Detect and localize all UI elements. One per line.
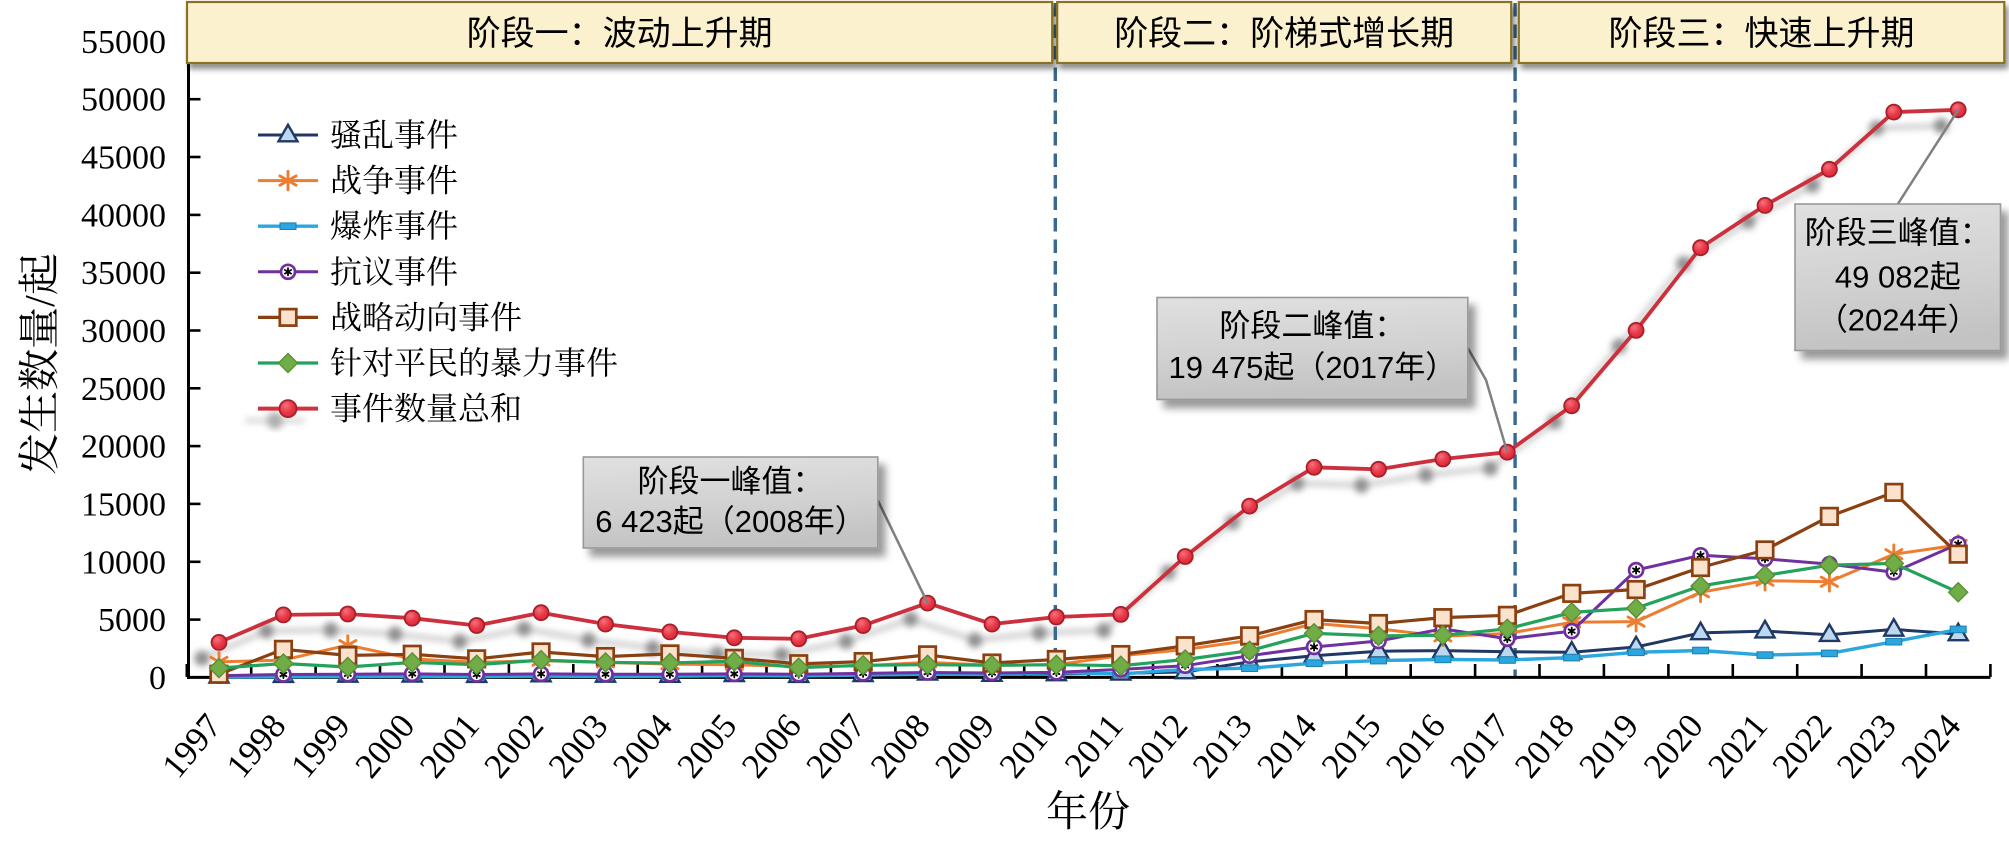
svg-text:阶段二峰值：: 阶段二峰值： — [1219, 309, 1405, 344]
svg-text:1998: 1998 — [219, 707, 294, 786]
svg-text:25000: 25000 — [81, 371, 166, 408]
svg-text:2015: 2015 — [1314, 707, 1389, 786]
svg-text:2009: 2009 — [927, 707, 1002, 786]
svg-text:0: 0 — [149, 660, 166, 697]
svg-text:2003: 2003 — [541, 707, 616, 786]
svg-text:2004: 2004 — [605, 707, 680, 786]
svg-text:爆炸事件: 爆炸事件 — [330, 208, 458, 244]
svg-text:2014: 2014 — [1249, 707, 1324, 786]
svg-text:2022: 2022 — [1765, 707, 1840, 786]
svg-text:50000: 50000 — [81, 82, 166, 119]
svg-text:30000: 30000 — [81, 313, 166, 350]
svg-text:1999: 1999 — [283, 707, 358, 786]
svg-text:2017: 2017 — [1443, 707, 1518, 786]
svg-text:2018: 2018 — [1507, 707, 1582, 786]
svg-text:49 082起: 49 082起 — [1835, 260, 1961, 295]
svg-text:阶段二：阶梯式增长期: 阶段二：阶梯式增长期 — [1114, 15, 1454, 53]
svg-text:2024: 2024 — [1893, 707, 1968, 786]
svg-text:2000: 2000 — [347, 707, 422, 786]
svg-text:骚乱事件: 骚乱事件 — [330, 117, 458, 153]
svg-text:5000: 5000 — [98, 602, 166, 639]
svg-text:阶段一：波动上升期: 阶段一：波动上升期 — [467, 15, 773, 53]
svg-text:2002: 2002 — [476, 707, 551, 786]
svg-text:2016: 2016 — [1378, 707, 1453, 786]
svg-text:发生数量/起: 发生数量/起 — [17, 253, 64, 475]
svg-text:（2024年）: （2024年） — [1817, 303, 1979, 338]
svg-text:6 423起（2008年）: 6 423起（2008年） — [595, 504, 866, 539]
svg-text:2011: 2011 — [1057, 707, 1131, 785]
svg-text:抗议事件: 抗议事件 — [330, 254, 458, 290]
svg-text:2006: 2006 — [734, 707, 809, 786]
svg-text:55000: 55000 — [81, 24, 166, 61]
svg-text:10000: 10000 — [81, 544, 166, 581]
svg-text:阶段三：快速上升期: 阶段三：快速上升期 — [1609, 15, 1915, 53]
svg-text:2001: 2001 — [412, 707, 487, 786]
svg-text:2007: 2007 — [798, 707, 873, 786]
svg-text:年份: 年份 — [1046, 789, 1130, 836]
svg-text:阶段一峰值：: 阶段一峰值： — [638, 464, 824, 499]
svg-text:45000: 45000 — [81, 140, 166, 177]
svg-text:2023: 2023 — [1829, 707, 1904, 786]
svg-text:19 475起（2017年）: 19 475起（2017年） — [1169, 350, 1457, 385]
svg-text:事件数量总和: 事件数量总和 — [330, 391, 522, 427]
svg-text:2005: 2005 — [670, 707, 745, 786]
svg-text:2010: 2010 — [992, 707, 1067, 786]
svg-text:2013: 2013 — [1185, 707, 1260, 786]
svg-text:针对平民的暴力事件: 针对平民的暴力事件 — [330, 345, 618, 381]
svg-text:20000: 20000 — [81, 429, 166, 466]
svg-text:2020: 2020 — [1636, 707, 1711, 786]
svg-text:2008: 2008 — [863, 707, 938, 786]
svg-text:15000: 15000 — [81, 486, 166, 523]
svg-text:2021: 2021 — [1700, 707, 1775, 786]
svg-text:1997: 1997 — [154, 707, 229, 786]
svg-text:2012: 2012 — [1120, 707, 1195, 786]
svg-text:2019: 2019 — [1571, 707, 1646, 786]
svg-text:40000: 40000 — [81, 197, 166, 234]
svg-text:战争事件: 战争事件 — [330, 163, 458, 199]
svg-text:战略动向事件: 战略动向事件 — [330, 299, 522, 335]
svg-text:阶段三峰值：: 阶段三峰值： — [1805, 216, 1991, 251]
svg-text:35000: 35000 — [81, 255, 166, 292]
